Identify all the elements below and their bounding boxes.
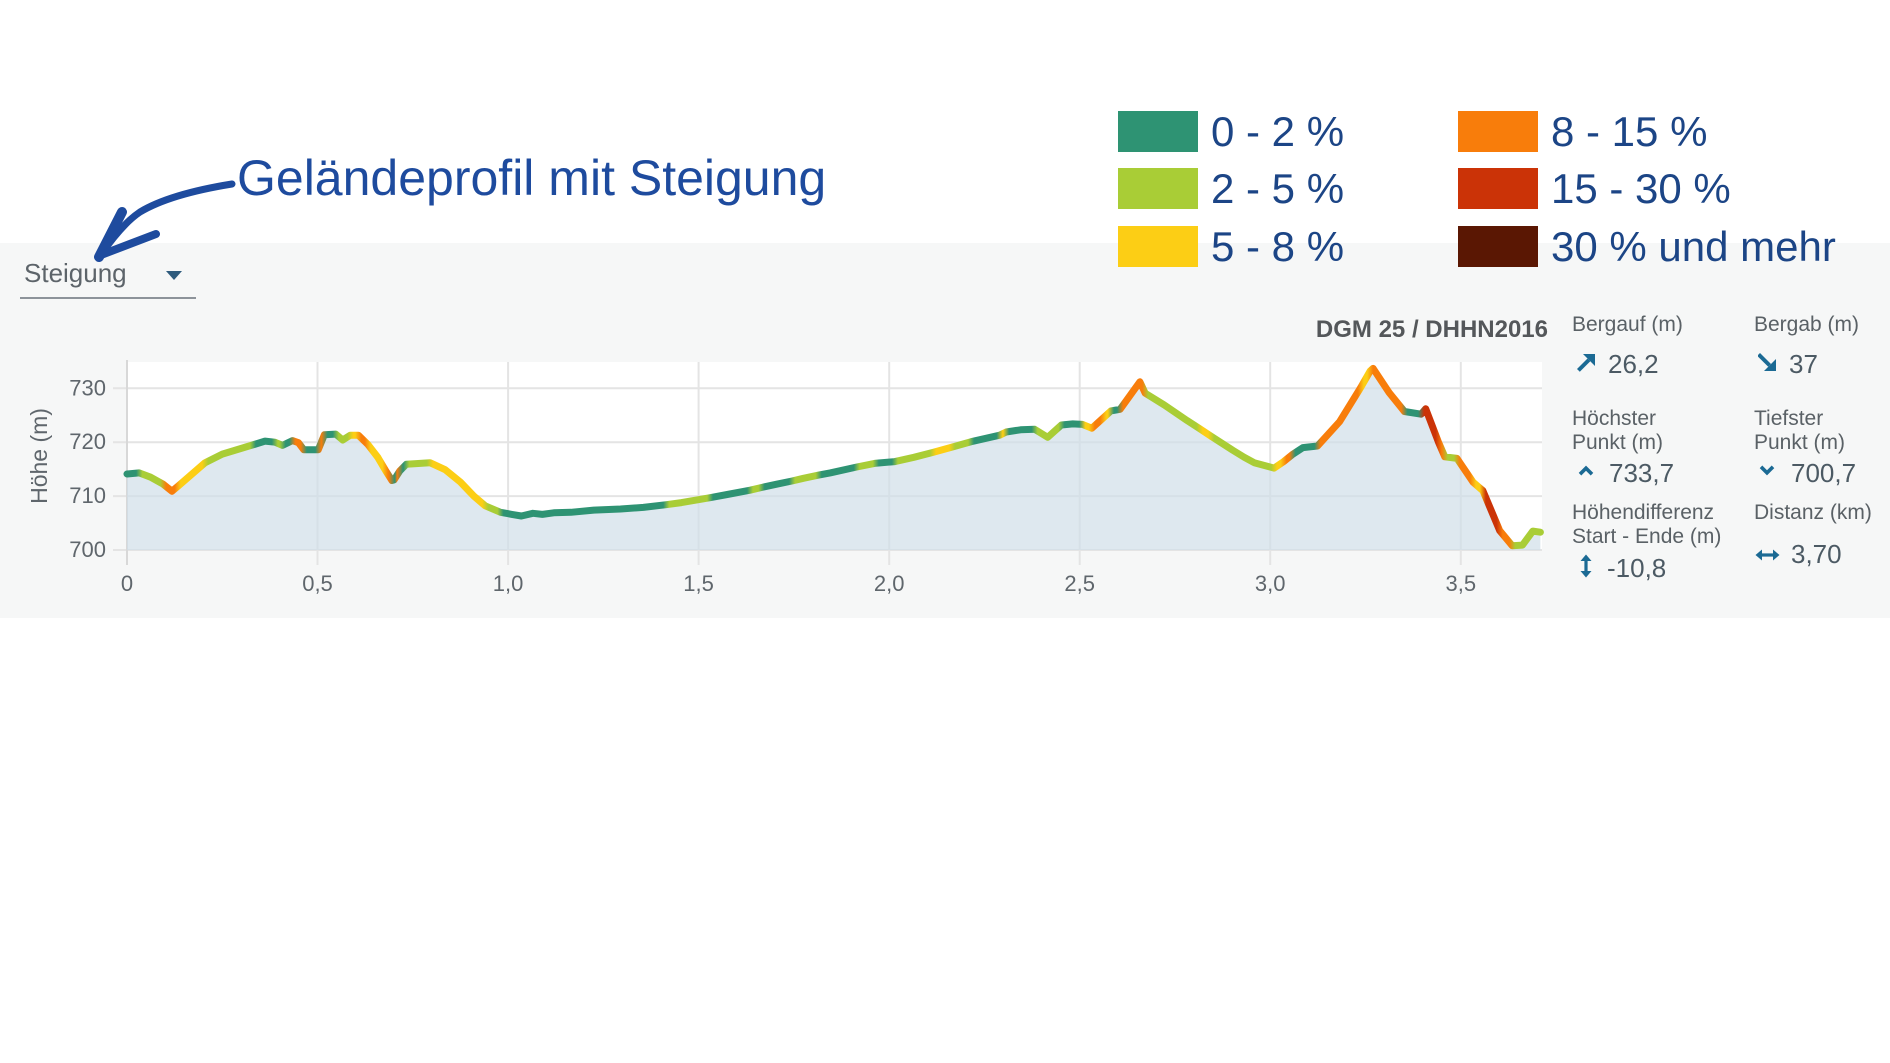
svg-text:3,0: 3,0	[1255, 571, 1286, 596]
svg-text:0,5: 0,5	[302, 571, 333, 596]
svg-text:2,0: 2,0	[874, 571, 905, 596]
svg-text:2,5: 2,5	[1064, 571, 1095, 596]
svg-text:730: 730	[69, 375, 106, 400]
svg-text:700: 700	[69, 537, 106, 562]
svg-text:1,0: 1,0	[493, 571, 524, 596]
svg-text:710: 710	[69, 483, 106, 508]
svg-text:0: 0	[121, 571, 133, 596]
svg-text:Höhe (m): Höhe (m)	[26, 408, 52, 504]
svg-text:1,5: 1,5	[683, 571, 714, 596]
svg-text:720: 720	[69, 429, 106, 454]
svg-text:3,5: 3,5	[1446, 571, 1477, 596]
